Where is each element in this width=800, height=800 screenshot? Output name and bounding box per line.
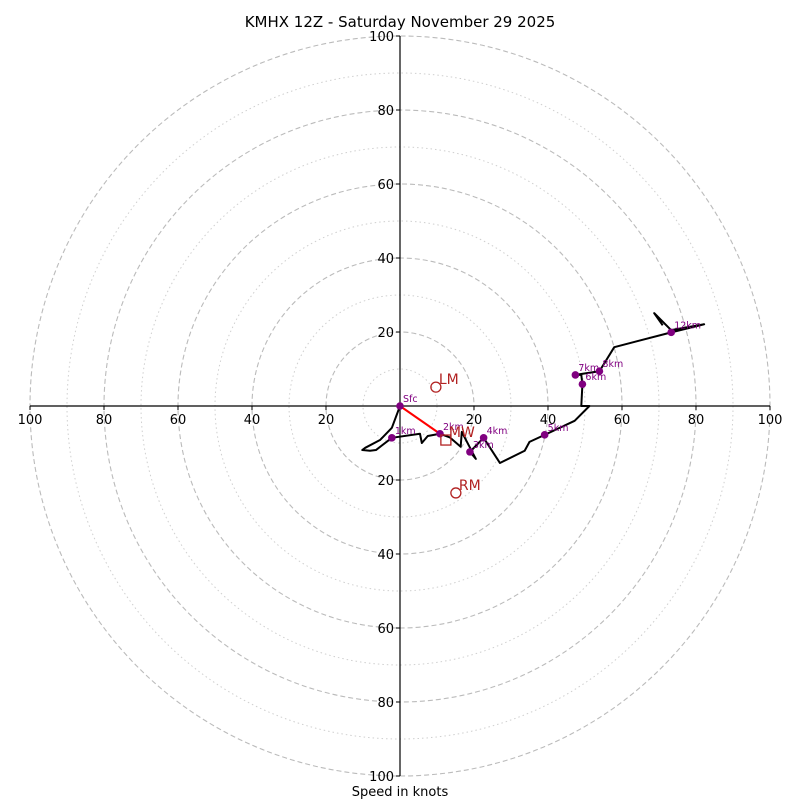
storm-label-LM: LM (439, 372, 459, 388)
y-tick-label: 80 (377, 696, 394, 711)
level-point-6km (578, 380, 587, 388)
hodograph-trace (361, 312, 706, 464)
y-tick-label: 20 (377, 326, 394, 341)
level-label-1km: 1km (395, 426, 416, 437)
chart-title: KMHX 12Z - Saturday November 29 2025 (245, 13, 556, 31)
storm-label-MW: MW (449, 425, 475, 441)
y-tick-label: 80 (377, 104, 394, 119)
level-point-1km (388, 434, 396, 442)
level-label-2km: 2km (443, 422, 464, 433)
level-label-7km: 7km (578, 363, 599, 374)
sfc-2km-shear-line (399, 405, 441, 435)
storm-motion-markers: LM RM MW (430, 372, 481, 499)
level-label-4km: 4km (487, 426, 508, 437)
storm-label-RM: RM (459, 478, 481, 494)
y-tick-label: 100 (369, 30, 394, 45)
level-point-5km (540, 431, 549, 439)
x-tick-label: 100 (758, 413, 783, 428)
y-tick-label: 100 (369, 770, 394, 785)
x-tick-label: 80 (688, 413, 705, 428)
x-tick-label: 20 (318, 413, 335, 428)
x-tick-label: 40 (540, 413, 557, 428)
storm-marker-MW (440, 434, 452, 446)
level-label-8km: 8km (602, 359, 623, 370)
level-label-6km: 6km (585, 372, 606, 383)
y-tick-label: 40 (377, 252, 394, 267)
level-point-7km (571, 371, 580, 379)
level-point-3km (466, 448, 474, 456)
y-tick-label: 60 (377, 622, 394, 637)
x-tick-label: 60 (614, 413, 631, 428)
y-tick-label: 60 (377, 178, 394, 193)
storm-marker-LM (430, 381, 442, 393)
level-label-Sfc: Sfc (403, 394, 418, 405)
level-label-3km: 3km (473, 440, 494, 451)
level-point-4km (479, 434, 488, 442)
level-point-12km (667, 328, 676, 337)
x-tick-label: 100 (18, 413, 43, 428)
x-tick-label: 40 (244, 413, 261, 428)
x-tick-label: 80 (96, 413, 113, 428)
x-tick-label: 60 (170, 413, 187, 428)
tick-labels: 100 80 60 40 20 20 40 60 80 100 100 80 60 40 20 20 40 60 8… (18, 30, 783, 785)
level-point-Sfc (396, 402, 404, 410)
hodograph-traces (361, 312, 706, 464)
storm-marker-RM (450, 487, 462, 499)
x-axis-label: Speed in knots (352, 785, 449, 800)
x-tick-label: 20 (466, 413, 483, 428)
level-label-12km: 12km (674, 320, 701, 331)
level-point-8km (595, 367, 604, 376)
level-label-5km: 5km (548, 423, 569, 434)
y-tick-label: 20 (377, 474, 394, 489)
y-tick-label: 40 (377, 548, 394, 563)
